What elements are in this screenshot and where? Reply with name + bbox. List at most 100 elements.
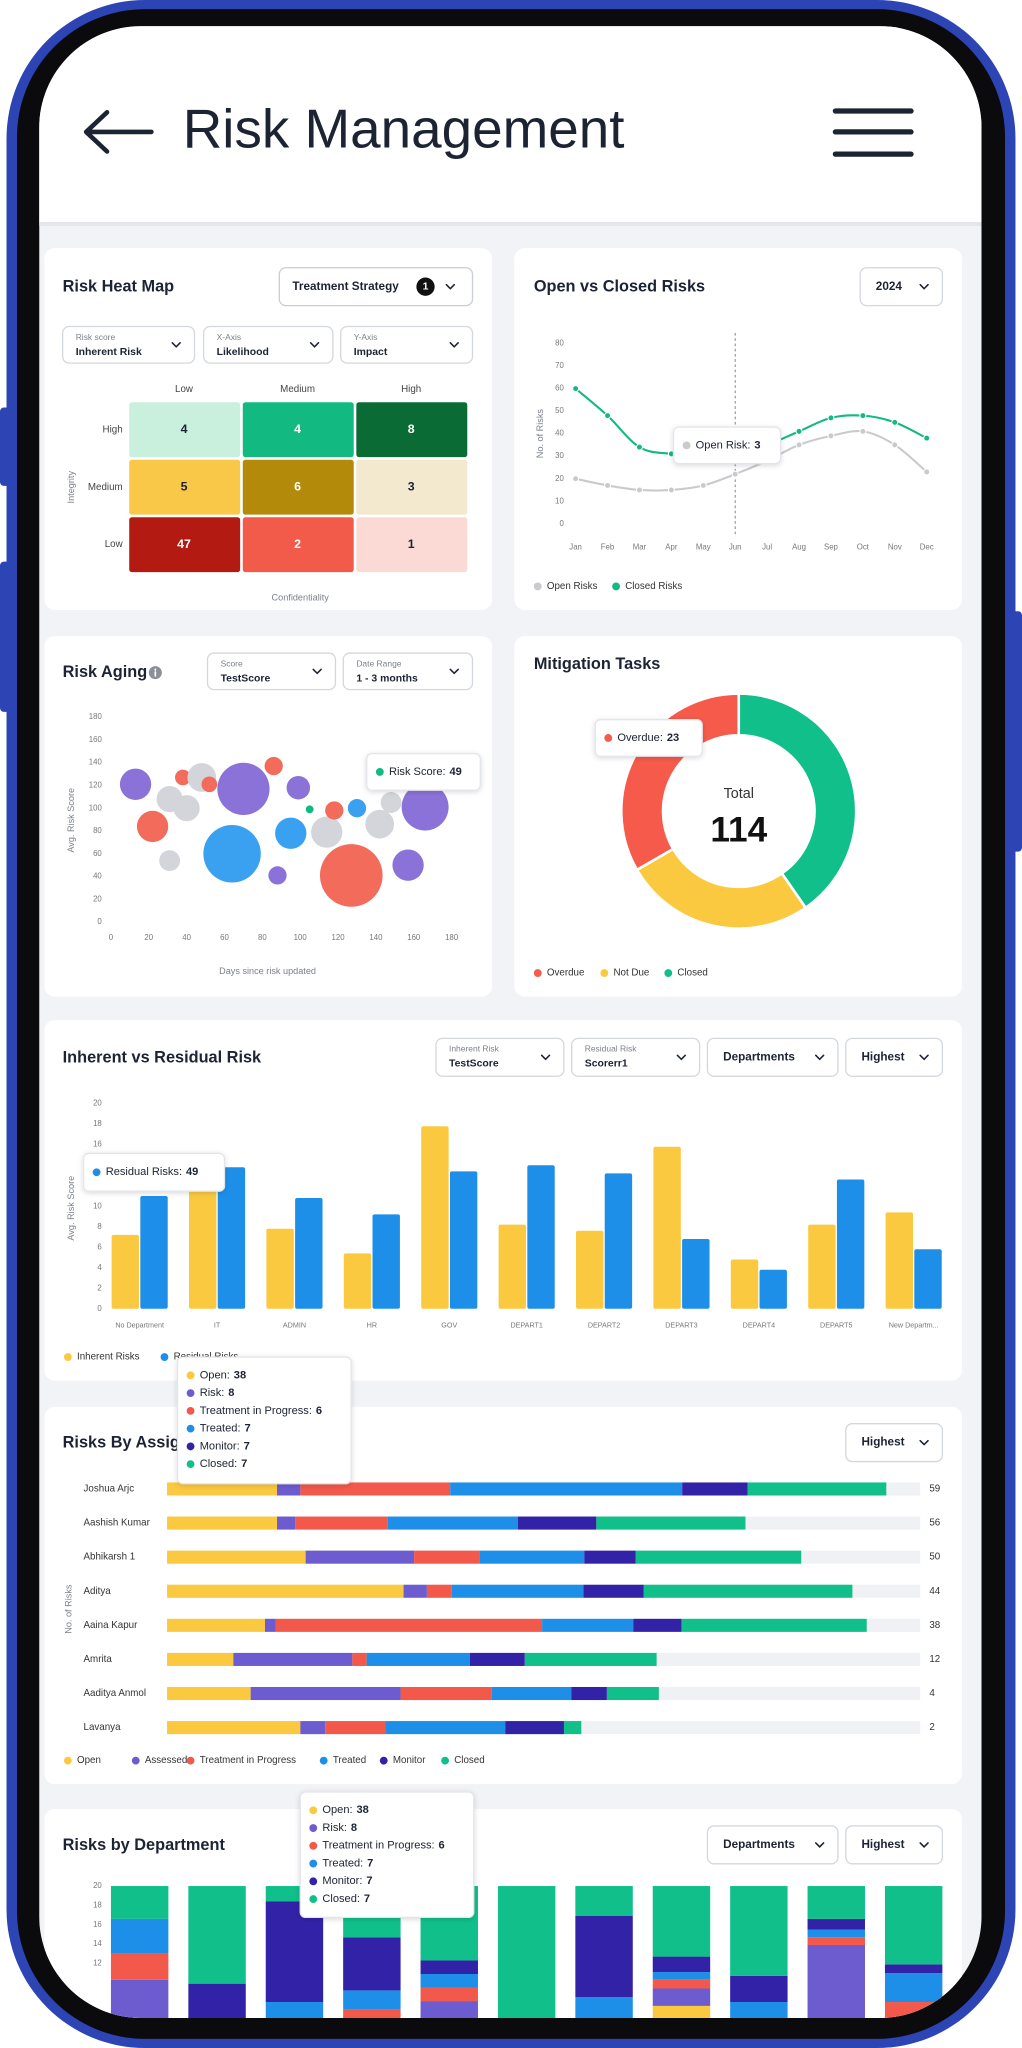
dropdown[interactable]: Risk score Inherent Risk	[61, 325, 196, 364]
y-tick-label: 160	[89, 735, 103, 744]
heat-cell	[129, 402, 241, 458]
dropdown[interactable]: Highest	[845, 1037, 944, 1077]
filter-button[interactable]: Treatment Strategy 1	[278, 267, 474, 307]
bar-segment	[305, 1550, 415, 1564]
legend-label: Not Due	[613, 968, 649, 979]
bar-segment	[469, 1652, 525, 1666]
legend-label: Assessed	[145, 1755, 187, 1766]
bar-segment	[518, 1516, 597, 1530]
tooltip: Residual Risks: 49	[82, 1152, 226, 1192]
y-tick-label: 20	[555, 474, 564, 483]
bar-segment	[188, 1983, 246, 2018]
tooltip-box	[299, 1791, 475, 1919]
y-tick-label: 16	[93, 1920, 102, 1929]
total-label: 12	[929, 1654, 940, 1665]
bar-segment	[652, 1979, 711, 1989]
dropdown[interactable]: Departments	[706, 1825, 839, 1865]
bar	[885, 1212, 914, 1309]
dropdown-box	[706, 1825, 839, 1865]
x-tick-label: 180	[445, 933, 459, 942]
category-label: Aaina Kapur	[84, 1620, 139, 1631]
tooltip-label: Closed:	[322, 1893, 360, 1905]
legend-marker	[63, 1756, 72, 1765]
bar	[295, 1198, 323, 1309]
dropdown[interactable]: Date Range 1 - 3 months	[342, 652, 474, 691]
y-tick-label: 6	[97, 1242, 102, 1251]
card	[44, 636, 493, 997]
dropdown[interactable]: X-Axis Likelihood	[202, 325, 334, 364]
y-tick-label: 0	[97, 917, 102, 926]
line-point	[923, 434, 931, 442]
cell-label: 3	[408, 479, 415, 493]
bar-segment	[635, 1550, 802, 1564]
x-tick-label: 160	[407, 933, 421, 942]
tooltip-value: 38	[356, 1804, 368, 1816]
bar-segment	[583, 1584, 644, 1598]
chevron	[814, 1842, 825, 1848]
bubble	[217, 762, 270, 815]
line-point	[604, 412, 612, 420]
bar-segment	[277, 1516, 296, 1530]
y-tick-label: 14	[93, 1939, 102, 1948]
dropdown-value: Impact	[354, 347, 388, 358]
heat-cell	[129, 459, 241, 515]
dropdown[interactable]: Highest	[845, 1825, 944, 1865]
bar-segment	[730, 1975, 788, 2003]
x-tick-label: Jan	[569, 542, 582, 551]
bubble	[401, 783, 449, 831]
category-label: Abhikarsh 1	[84, 1552, 136, 1563]
tooltip-box	[594, 719, 703, 757]
bar	[111, 1234, 140, 1309]
legend-label: Inherent Risks	[77, 1352, 140, 1363]
x-tick-label: May	[696, 542, 711, 551]
bar-segment	[497, 1886, 556, 2018]
tooltip-dot	[92, 1168, 101, 1177]
legend-label: Closed	[454, 1755, 484, 1766]
bar-segment	[110, 1886, 169, 1919]
x-tick-label: DEPART5	[820, 1322, 852, 1330]
dropdown[interactable]: Inherent Risk TestScore	[435, 1037, 565, 1077]
dropdown[interactable]: Score TestScore	[206, 652, 337, 691]
x-tick-label: Dec	[920, 542, 934, 551]
bar-segment	[652, 2005, 711, 2018]
bar-segment	[491, 1686, 572, 1701]
chevron	[676, 1054, 687, 1061]
y-tick-label: 8	[97, 1222, 102, 1231]
tooltip-dot	[604, 734, 613, 742]
tooltip-label: Risk:	[200, 1387, 225, 1399]
y-tick-label: High	[103, 424, 123, 435]
tooltip-value: 7	[241, 1458, 247, 1470]
donut-center-label: Total	[724, 786, 754, 802]
x-tick-label: High	[401, 384, 421, 395]
bar-segment	[652, 1972, 711, 1980]
bubble	[159, 850, 181, 872]
bar	[498, 1224, 527, 1309]
total-label: 4	[929, 1688, 935, 1699]
bar-segment	[542, 1618, 634, 1632]
bar-segment	[420, 1960, 478, 1974]
chevron	[171, 342, 181, 348]
dropdown[interactable]: Highest	[845, 1423, 944, 1463]
dropdown-box	[202, 325, 334, 364]
dropdown[interactable]: Departments	[706, 1037, 839, 1077]
bar-segment	[643, 1584, 853, 1598]
chevron	[309, 342, 320, 348]
bubble	[268, 866, 287, 885]
bubble	[264, 756, 283, 776]
line-point	[731, 470, 739, 478]
tooltip-dot	[186, 1424, 195, 1433]
dropdown[interactable]: Residual Risk Scorerr1	[571, 1037, 701, 1077]
back-button[interactable]	[83, 110, 154, 154]
x-tick-label: Low	[175, 384, 194, 395]
dropdown[interactable]: 2024	[859, 267, 944, 307]
bubble	[392, 849, 424, 881]
bar	[836, 1179, 865, 1309]
dropdown[interactable]: Y-Axis Impact	[340, 325, 474, 364]
line-point	[572, 475, 580, 483]
dropdown-value: Departments	[723, 1050, 795, 1063]
total-label: 2	[929, 1722, 934, 1733]
menu-button[interactable]	[832, 108, 914, 157]
bar	[372, 1214, 400, 1309]
bar-segment	[884, 1964, 943, 1974]
bubble	[325, 801, 344, 820]
